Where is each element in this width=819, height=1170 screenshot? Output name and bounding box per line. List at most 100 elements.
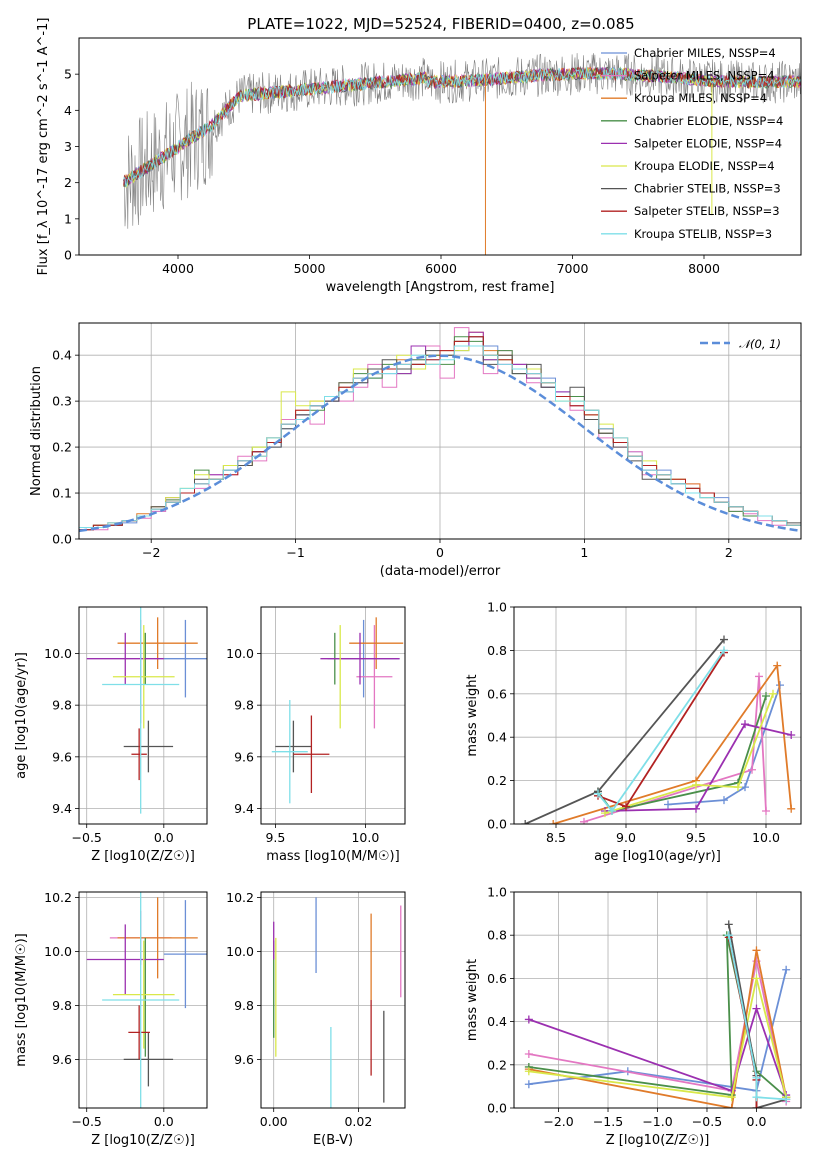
y-tick-label: 0.4 xyxy=(487,730,507,745)
y-tick-label: 9.6 xyxy=(52,749,72,764)
weight-marker xyxy=(752,1073,761,1082)
legend-label: Chabrier STELIB, NSSP=3 xyxy=(634,182,781,196)
legend-label: Chabrier ELODIE, NSSP=4 xyxy=(634,114,783,128)
weight-lines xyxy=(521,635,796,824)
y-tick-label: 0 xyxy=(64,248,72,263)
residuals-panel: −2 −1 0 1 2 0.0 0.1 0.2 0.3 0.4 (data-model)/error… xyxy=(29,322,802,579)
axes-frame xyxy=(260,891,406,1109)
x-axis-label: Z [log10(Z/Z☉)] xyxy=(606,1133,710,1148)
weight-series xyxy=(528,1005,788,1096)
weight-marker xyxy=(773,661,782,670)
weight-series xyxy=(597,649,725,813)
age-vs-mass-panel: 9.5 10.0 9.4 9.6 9.8 10.0 mass [log10(M/M☉)] xyxy=(226,606,406,864)
y-tick-label: 1.0 xyxy=(487,600,507,615)
y-tick-label: 1 xyxy=(64,211,72,226)
legend-label: Salpeter STELIB, NSSP=3 xyxy=(634,204,780,218)
x-tick-label: 0.00 xyxy=(260,1114,288,1129)
x-tick-label: −0.5 xyxy=(692,1114,722,1129)
x-tick-label: −1 xyxy=(286,545,304,560)
weight-marker xyxy=(748,765,756,774)
weight-marker xyxy=(724,920,733,929)
x-tick-label: −1.5 xyxy=(593,1114,623,1129)
weight-vs-Z-panel: −2.0 −1.5 −1.0 −0.5 0.0 0.0 0.2 0.4 0.6 0.8 1.0 Z [… xyxy=(465,885,802,1148)
weight-marker xyxy=(787,731,796,740)
spectrum-lines xyxy=(123,53,801,255)
legend-label: Kroupa MILES, NSSP=4 xyxy=(634,91,767,105)
weight-series xyxy=(528,978,788,1099)
weight-marker xyxy=(755,672,763,681)
weight-marker xyxy=(741,783,749,792)
y-tick-label: 10.0 xyxy=(226,646,254,661)
y-tick-label: 9.4 xyxy=(234,801,254,816)
mass-vs-ebv-panel: 0.00 0.02 9.6 9.8 10.0 10.2 E(B-V) xyxy=(226,890,406,1148)
weight-series xyxy=(604,723,792,812)
legend-label: Kroupa STELIB, NSSP=3 xyxy=(634,227,772,241)
x-tick-label: 7000 xyxy=(557,261,589,276)
y-tick-label: 5 xyxy=(64,67,72,82)
y-tick-label: 1.0 xyxy=(487,885,507,900)
weight-marker xyxy=(762,806,770,815)
y-tick-label: 9.8 xyxy=(52,998,72,1013)
error-bars xyxy=(86,892,207,1108)
weight-series xyxy=(552,663,793,824)
figure-title: PLATE=1022, MJD=52524, FIBERID=0400, z=0… xyxy=(247,15,634,33)
y-tick-label: 9.6 xyxy=(234,749,254,764)
y-axis-label: mass weight xyxy=(465,959,480,1041)
x-tick-label: −2 xyxy=(142,545,160,560)
legend-label: 𝒩(0, 1) xyxy=(739,337,781,351)
x-axis-label: (data-model)/error xyxy=(380,564,501,579)
weight-series xyxy=(604,693,774,814)
axes-frame xyxy=(78,322,802,540)
y-tick-label: 0.6 xyxy=(487,686,507,701)
x-tick-label: 5000 xyxy=(294,261,326,276)
x-tick-label: 10.0 xyxy=(351,830,379,845)
x-tick-label: 0.0 xyxy=(747,1114,767,1129)
weight-marker xyxy=(727,1093,736,1102)
histogram-series xyxy=(79,345,801,539)
x-tick-label: 2 xyxy=(725,545,733,560)
weight-marker xyxy=(782,1095,791,1104)
legend: Chabrier MILES, NSSP=4 Salpeter MILES, NS… xyxy=(601,46,783,241)
x-tick-label: 6000 xyxy=(425,261,457,276)
legend-label: Kroupa ELODIE, NSSP=4 xyxy=(634,159,775,173)
error-bars xyxy=(86,607,207,814)
y-tick-label: 0.2 xyxy=(487,773,507,788)
x-tick-label: 0 xyxy=(436,545,444,560)
weight-marker xyxy=(601,809,609,818)
y-axis-label: mass [log10(M/M☉)] xyxy=(14,933,29,1066)
weight-series xyxy=(528,950,788,1108)
axes-frame xyxy=(78,37,802,256)
weight-marker xyxy=(752,1104,761,1108)
y-tick-label: 0.0 xyxy=(52,532,72,547)
y-tick-label: 10.0 xyxy=(226,944,254,959)
weight-marker xyxy=(720,635,728,644)
gridlines xyxy=(261,607,405,824)
weight-marker xyxy=(594,789,602,798)
weight-marker xyxy=(752,1004,761,1013)
weight-marker xyxy=(720,796,728,805)
weight-marker xyxy=(521,820,530,824)
legend-label: Chabrier MILES, NSSP=4 xyxy=(634,46,776,60)
weight-marker xyxy=(734,783,742,792)
x-tick-label: 0.02 xyxy=(344,1114,372,1129)
x-tick-label: 8000 xyxy=(688,261,720,276)
y-tick-label: 0.0 xyxy=(487,1101,507,1116)
weight-marker xyxy=(752,974,761,983)
y-tick-label: 4 xyxy=(64,103,72,118)
error-bars xyxy=(271,617,404,804)
x-tick-label: 9.0 xyxy=(616,830,636,845)
y-tick-label: 9.4 xyxy=(52,801,72,816)
y-tick-label: 9.6 xyxy=(52,1052,72,1067)
x-axis-label: Z [log10(Z/Z☉)] xyxy=(91,849,195,864)
x-axis-label: Z [log10(Z/Z☉)] xyxy=(91,1133,195,1148)
x-axis-label: age [log10(age/yr)] xyxy=(594,849,721,864)
x-axis-label: wavelength [Angstrom, rest frame] xyxy=(326,280,555,295)
axes-frame xyxy=(513,891,802,1109)
error-bars xyxy=(273,897,402,1108)
weight-lines xyxy=(524,920,791,1108)
y-tick-label: 0.4 xyxy=(487,1014,507,1029)
y-tick-label: 3 xyxy=(64,139,72,154)
weight-series xyxy=(727,935,787,1101)
gridlines xyxy=(79,607,207,824)
gaussian-curve xyxy=(79,354,801,533)
